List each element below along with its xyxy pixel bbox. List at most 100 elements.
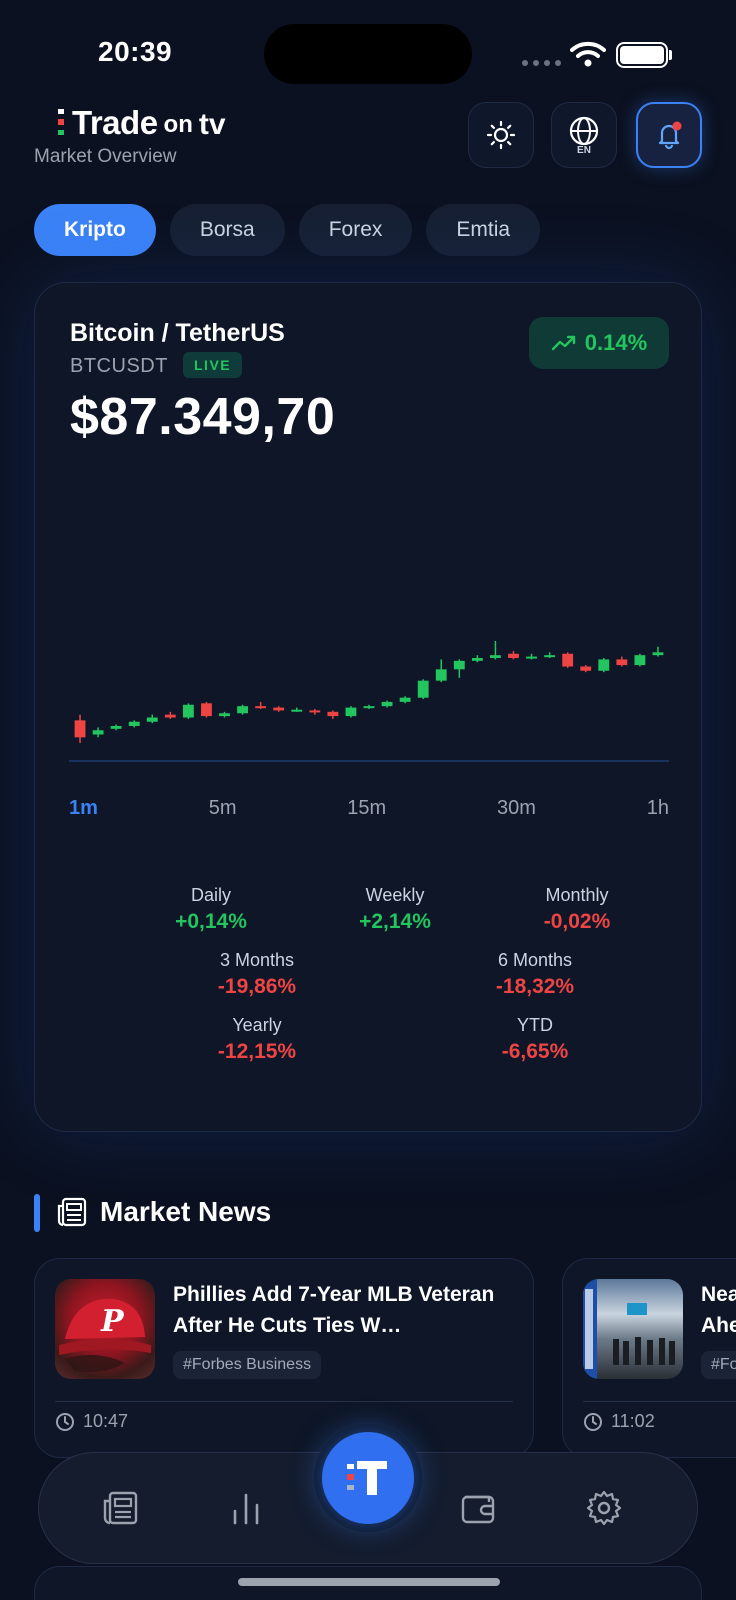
candle-body (634, 655, 646, 666)
tab-borsa[interactable]: Borsa (169, 204, 285, 256)
candle-body (363, 706, 375, 709)
candle-body (399, 697, 411, 702)
language-button[interactable]: EN (551, 102, 617, 168)
candle (74, 714, 86, 743)
tab-emtia[interactable]: Emtia (426, 204, 541, 256)
perf-label: 3 Months (219, 950, 295, 970)
news-tag[interactable]: #Fo… (701, 1351, 736, 1379)
news-card[interactable]: P Phillies Add 7-Year MLB Veteran After … (34, 1258, 534, 1458)
news-divider (583, 1401, 736, 1402)
perf-label: Yearly (232, 1015, 282, 1035)
candle-body (219, 713, 230, 717)
candle (128, 720, 140, 728)
clock-icon (584, 1412, 602, 1431)
news-time: 10:47 (55, 1411, 128, 1432)
candle (237, 704, 248, 715)
nav-wallet-icon[interactable] (459, 1489, 497, 1527)
perf-value: -19,86% (217, 975, 297, 998)
candle-body (616, 659, 628, 666)
expo-hall-image (583, 1279, 675, 1379)
clock-icon (56, 1412, 74, 1431)
news-time-value: 10:47 (83, 1411, 129, 1431)
notifications-button[interactable] (636, 102, 702, 168)
candle-body (128, 721, 140, 726)
candle-body (435, 669, 447, 681)
candle-body (201, 703, 212, 717)
wifi-icon (570, 41, 606, 67)
candle-body (508, 653, 519, 658)
perf-label: Monthly (545, 885, 609, 905)
news-card[interactable]: Nea… Ahe… #Fo… 11:02 (562, 1258, 736, 1458)
timeframe-15m[interactable]: 15m (347, 797, 387, 819)
tab-forex[interactable]: Forex (298, 204, 413, 256)
candle-body (381, 701, 393, 707)
change-badge: 0.14% (529, 317, 669, 369)
perf-value: +2,14% (359, 910, 431, 933)
candle (435, 659, 447, 683)
market-tabs: Kripto Borsa Forex Emtia (34, 204, 541, 256)
candle-body (471, 658, 483, 661)
perf-yearly: Yearly -12,15% (157, 1015, 357, 1064)
candle (544, 652, 556, 658)
perf-monthly: Monthly -0,02% (477, 885, 677, 934)
current-price: $87.349,70 (70, 388, 336, 446)
candle (562, 652, 574, 668)
candle (146, 714, 158, 724)
battery-tip (669, 50, 672, 60)
candle (363, 704, 375, 709)
news-time-value: 11:02 (611, 1411, 655, 1431)
candle (345, 706, 357, 718)
candle (291, 707, 303, 712)
candle-body (562, 653, 574, 667)
news-tag[interactable]: #Forbes Business (173, 1351, 322, 1379)
timeframe-30m[interactable]: 30m (497, 797, 536, 819)
news-time: 11:02 (583, 1411, 655, 1432)
market-card[interactable]: Bitcoin / TetherUS BTCUSDT LIVE $87.349,… (34, 282, 702, 1132)
candle-body (92, 730, 104, 735)
home-logo-button[interactable] (322, 1432, 414, 1524)
candle (327, 710, 339, 719)
candle (309, 709, 321, 715)
live-badge: LIVE (183, 352, 243, 378)
timeframe-selector: 1m 5m 15m 30m 1h (69, 797, 669, 820)
candle (164, 711, 176, 719)
candle (201, 701, 212, 718)
section-accent-bar (34, 1194, 40, 1232)
globe-icon (569, 116, 599, 145)
pair-title: Bitcoin / TetherUS (70, 319, 285, 347)
candle (508, 650, 519, 660)
nav-markets-icon[interactable] (227, 1489, 265, 1527)
candle (381, 700, 393, 708)
price-chart[interactable] (67, 633, 671, 763)
nav-settings-gear-icon[interactable] (585, 1489, 623, 1527)
perf-label: YTD (517, 1015, 553, 1035)
sun-icon (486, 120, 516, 150)
perf-6-months: 6 Months -18,32% (435, 950, 635, 999)
candle-body (652, 652, 664, 656)
perf-ytd: YTD -6,65% (435, 1015, 635, 1064)
candle-body (417, 680, 429, 698)
candle-body (110, 726, 122, 729)
candle (273, 706, 285, 712)
candle-body (490, 655, 501, 658)
candle (490, 641, 501, 660)
candle-body (309, 710, 321, 713)
candle-body (273, 707, 285, 711)
news-divider (55, 1401, 513, 1402)
nav-news-icon[interactable] (101, 1489, 139, 1527)
perf-value: -0,02% (543, 910, 611, 933)
timeframe-5m[interactable]: 5m (208, 797, 237, 819)
news-thumbnail (583, 1279, 683, 1379)
tab-kripto[interactable]: Kripto (34, 204, 156, 256)
perf-daily: Daily +0,14% (111, 885, 311, 934)
battery-icon (616, 42, 668, 68)
perf-value: -6,65% (501, 1040, 569, 1063)
theme-toggle-button[interactable] (468, 102, 534, 168)
candle (652, 646, 664, 657)
timeframe-1h[interactable]: 1h (646, 797, 669, 819)
status-time: 20:39 (98, 36, 173, 67)
candle-body (237, 706, 248, 714)
timeframe-1m[interactable]: 1m (69, 797, 98, 819)
candle-body (146, 717, 158, 722)
news-section-title: Market News (100, 1196, 272, 1227)
